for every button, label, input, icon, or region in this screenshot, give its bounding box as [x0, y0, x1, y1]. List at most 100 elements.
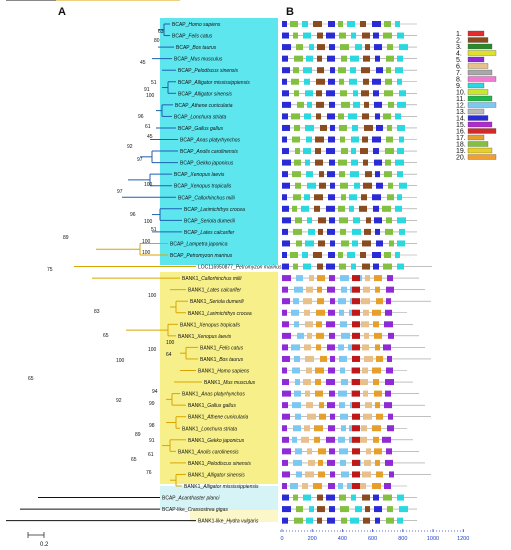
leaf-prefix: BCAP_ — [162, 496, 179, 502]
legend-label: 8. — [456, 77, 462, 84]
domain-block — [282, 517, 288, 524]
domain-block — [376, 471, 383, 478]
domain-block — [376, 413, 383, 420]
domain-block — [397, 263, 404, 270]
leaf-prefix: BCAP_ — [178, 68, 195, 74]
domain-block — [305, 159, 310, 166]
leaf-species: Xenopus laevis — [196, 334, 231, 340]
leaf-label: BCAP_Lates calcarifer — [184, 230, 235, 236]
leaf-label: BCAP_Xenopus laevis — [174, 172, 225, 178]
domain-block — [329, 159, 335, 166]
domain-block — [340, 90, 347, 97]
domain-block — [388, 182, 393, 189]
domain-block — [320, 124, 327, 131]
domain-block — [338, 67, 346, 74]
domain-block — [388, 332, 394, 339]
domain-block — [316, 332, 324, 339]
domain-block — [327, 286, 335, 293]
domain-block — [303, 494, 311, 501]
domain-block — [365, 275, 370, 282]
legend-swatch — [467, 76, 497, 82]
domain-block — [315, 136, 324, 143]
domain-block — [351, 263, 356, 270]
domain-block — [328, 194, 335, 201]
leaf-species: Lonchura striata — [190, 114, 226, 120]
domain-block — [295, 148, 300, 155]
bootstrap-value: 89 — [135, 432, 141, 438]
bootstrap-value: 100 — [142, 250, 151, 256]
domain-block — [305, 90, 313, 97]
domain-block — [386, 55, 394, 62]
domain-block — [293, 67, 299, 74]
domain-block — [293, 459, 302, 466]
leaf-species: Alligator mississippiensis — [202, 484, 259, 490]
domain-block — [352, 228, 361, 235]
leaf-prefix: BANK1_ — [190, 299, 209, 305]
bootstrap-value: 76 — [146, 470, 152, 476]
leaf-prefix: BANK1_ — [204, 380, 223, 386]
leaf-label: BCAP_Bos taurus — [176, 45, 217, 51]
domain-block — [363, 517, 370, 524]
domain-block — [328, 309, 335, 316]
domain-block — [375, 286, 380, 293]
domain-block — [383, 344, 391, 351]
domain-block — [352, 390, 360, 397]
domain-block — [304, 309, 310, 316]
domain-block — [373, 321, 379, 328]
bootstrap-value: 100 — [148, 293, 157, 299]
domain-block — [303, 298, 312, 305]
domain-block — [338, 113, 344, 120]
leaf-species: Xenopus tropicalis — [198, 322, 240, 328]
domain-block — [350, 517, 359, 524]
domain-block — [339, 402, 345, 409]
domain-block — [293, 32, 298, 39]
domain-block — [351, 148, 356, 155]
domain-block — [319, 402, 324, 409]
leaf-species: Felis catus — [219, 345, 243, 351]
bootstrap-value: 61 — [145, 124, 151, 130]
domain-block — [314, 205, 320, 212]
leaf-species: Alligator sinensis — [193, 91, 232, 97]
domain-block — [316, 101, 324, 108]
domain-block — [317, 275, 325, 282]
domain-block — [330, 240, 335, 247]
domain-block — [295, 217, 302, 224]
domain-architectures — [282, 21, 432, 524]
leaf-label: BCAP_Larimichthys crocea — [184, 207, 245, 213]
domain-block — [361, 298, 370, 305]
leaf-species: Athene cunicularia — [190, 103, 232, 109]
domain-block — [338, 205, 345, 212]
leaf-prefix: BCAP_ — [180, 161, 197, 167]
domain-block — [282, 44, 291, 51]
leaf-prefix: BCAP_ — [175, 103, 192, 109]
domain-block — [375, 113, 380, 120]
domain-block — [395, 205, 402, 212]
domain-block — [329, 44, 335, 51]
leaf-species: Callorhinchus milii — [194, 195, 235, 201]
domain-block — [292, 205, 297, 212]
domain-block — [384, 402, 392, 409]
domain-block — [399, 182, 407, 189]
leaf-label: BCAP_Mus musculus — [174, 57, 223, 63]
legend-label: 6. — [456, 64, 462, 71]
domain-block — [341, 332, 350, 339]
leaf-prefix: BCAP_ — [184, 218, 201, 224]
domain-block — [373, 263, 379, 270]
domain-block — [363, 413, 372, 420]
domain-block — [282, 240, 290, 247]
domain-block — [361, 67, 370, 74]
domain-block — [282, 344, 288, 351]
leaf-label: BANK1_Homo sapiens — [198, 369, 250, 375]
domain-block — [316, 344, 321, 351]
bootstrap-value: 94 — [152, 389, 158, 395]
domain-block — [318, 240, 325, 247]
domain-block — [341, 101, 350, 108]
domain-block — [292, 367, 300, 374]
legend-swatch — [467, 128, 497, 134]
domain-block — [373, 205, 379, 212]
domain-block — [365, 44, 370, 51]
legend-label: 7. — [456, 70, 462, 77]
domain-block — [385, 379, 394, 386]
domain-block — [386, 67, 391, 74]
domain-block — [294, 90, 299, 97]
